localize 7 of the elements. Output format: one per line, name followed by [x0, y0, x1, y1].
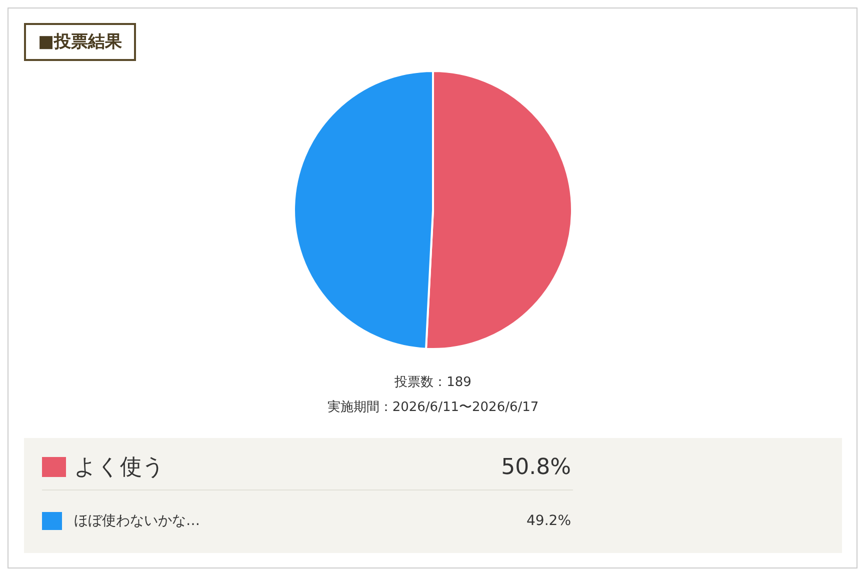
text: 投票数：189 — [394, 375, 472, 390]
legend-label: ほぼ使わないかな… — [74, 513, 200, 529]
legend-label: よく使う — [74, 455, 165, 480]
data-label: 50.8% — [501, 455, 571, 480]
data-label: 49.2% — [526, 513, 571, 529]
chart-title: ■投票結果 — [38, 32, 124, 52]
text: 実施期間：2026/6/11〜2026/6/17 — [327, 399, 539, 415]
